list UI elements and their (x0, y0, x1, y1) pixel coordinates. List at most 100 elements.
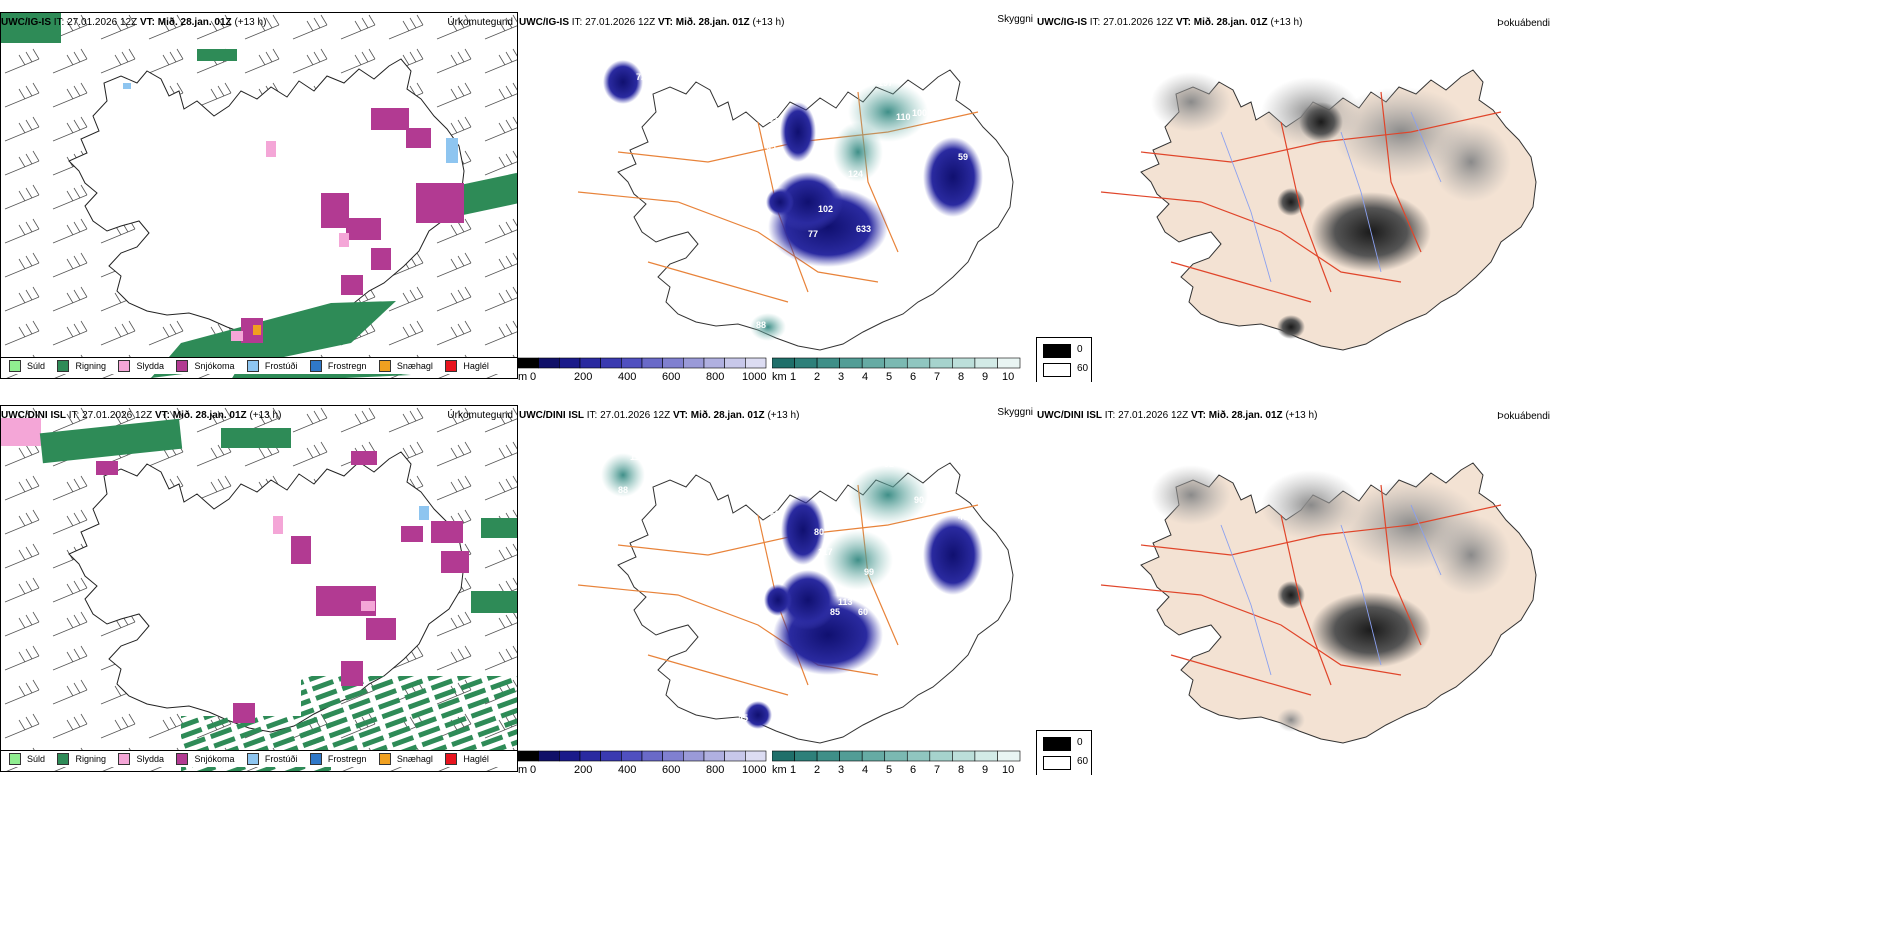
svg-text:88: 88 (756, 320, 766, 330)
colorbar-segment (662, 357, 684, 369)
header-row-1-vis: UWC/IG-IS IT: 27.01.2026 12Z VT: Mið. 28… (519, 17, 785, 28)
svg-text:85: 85 (830, 607, 840, 617)
colorbar-segment (724, 750, 746, 762)
svg-text:68: 68 (750, 212, 760, 222)
colorbar-segment (997, 357, 1021, 369)
svg-text:110: 110 (896, 112, 911, 122)
legend-item: Slydda (118, 751, 164, 767)
svg-text:43: 43 (958, 512, 968, 522)
colorbar-segment (518, 357, 539, 369)
precip-legend-1: Súld Rigning Slydda Snjókoma Frostúði Fr… (1, 357, 517, 374)
colorbar-segment (929, 750, 953, 762)
precip-title-1: Úrkomutegund (447, 17, 513, 28)
colorbar-segment (794, 750, 818, 762)
legend-item: Súld (9, 358, 45, 374)
colorbar-segment (559, 357, 581, 369)
colorbar-segment (839, 750, 863, 762)
colorbar-segment (929, 357, 953, 369)
colorbar-segment (703, 357, 725, 369)
legend-item: Súld (9, 751, 45, 767)
svg-text:71: 71 (748, 597, 758, 607)
svg-text:65: 65 (768, 114, 778, 124)
colorbar-segment (600, 357, 622, 369)
colorbar-segment (683, 750, 705, 762)
fog-title-2: Þokuábendi (1497, 411, 1550, 422)
svg-text:90: 90 (914, 495, 924, 505)
svg-text:45: 45 (738, 713, 748, 723)
svg-text:113: 113 (838, 597, 853, 607)
colorbar-m-2: m 0 200 400 600 800 1000 (518, 750, 768, 775)
vis-map-1: 72 65 92 197 110 100 59 124 102 68 77 63… (577, 60, 1014, 351)
colorbar-segment (974, 750, 998, 762)
colorbar-segment (997, 750, 1021, 762)
colorbar-segment (816, 357, 840, 369)
colorbar-segment (884, 750, 908, 762)
colorbar-km-1: km 1 2 3 4 5 6 7 8 9 10 (771, 357, 1022, 382)
legend-item: Snæhagl (378, 358, 433, 374)
precip-map-1 (1, 13, 517, 378)
colorbar-segment (974, 357, 998, 369)
colorbar-segment (600, 750, 622, 762)
colorbar-segment (861, 750, 886, 762)
svg-text:72: 72 (636, 72, 646, 82)
legend-item: Frostregn (309, 751, 366, 767)
svg-text:99: 99 (864, 567, 874, 577)
svg-text:197: 197 (878, 78, 893, 88)
legend-item: Haglél (445, 358, 489, 374)
header-row-2-fog: UWC/DINI ISL IT: 27.01.2026 12Z VT: Mið.… (1037, 410, 1318, 421)
legend-item: Snjókoma (176, 751, 234, 767)
svg-text:88: 88 (618, 485, 628, 495)
colorbar-segment (703, 750, 725, 762)
colorbar-segment (952, 750, 976, 762)
colorbar-segment (745, 357, 767, 369)
svg-text:60: 60 (858, 607, 868, 617)
svg-text:112: 112 (630, 452, 645, 462)
colorbar-segment (579, 357, 601, 369)
vis-title-1: Skyggni (997, 14, 1033, 25)
svg-text:60: 60 (848, 470, 858, 480)
precip-panel-2: Úrkomutegund Súld Rigning Slydda Snjókom… (0, 405, 518, 772)
colorbar-segment (771, 357, 795, 369)
svg-text:633: 633 (856, 224, 871, 234)
legend-item: Haglél (445, 751, 489, 767)
colorbar-segment (538, 750, 560, 762)
colorbar-segment (861, 357, 886, 369)
colorbar-m-1: m 0 200 400 600 800 1000 (518, 357, 768, 382)
vis-panel-1: 72 65 92 197 110 100 59 124 102 68 77 63… (518, 12, 1033, 382)
colorbar-segment (816, 750, 840, 762)
legend-item: Snjókoma (176, 358, 234, 374)
colorbar-segment (538, 357, 560, 369)
fog-map-1 (1100, 69, 1537, 351)
colorbar-segment (518, 750, 539, 762)
fog-panel-1: Þokuábendi 0 60 (1036, 12, 1556, 382)
legend-item: Slydda (118, 358, 164, 374)
svg-text:59: 59 (958, 152, 968, 162)
header-row-2: UWC/DINI ISL IT: 27.01.2026 12Z VT: Mið.… (1, 410, 282, 421)
svg-text:100: 100 (912, 108, 927, 118)
svg-text:92: 92 (884, 459, 894, 469)
colorbar-segment (906, 357, 931, 369)
colorbar-segment (794, 357, 818, 369)
vis-panel-2: 112 88 60 92 69 80 117 90 43 99 113 71 8… (518, 405, 1033, 775)
svg-text:31: 31 (868, 663, 878, 673)
colorbar-segment (662, 750, 684, 762)
precip-map-2 (1, 406, 517, 771)
colorbar-segment (683, 357, 705, 369)
svg-text:42: 42 (848, 282, 858, 292)
svg-text:65: 65 (876, 258, 886, 268)
fog-title-1: Þokuábendi (1497, 18, 1550, 29)
vis-title-2: Skyggni (997, 407, 1033, 418)
svg-text:92: 92 (766, 144, 776, 154)
precip-legend-2: Súld Rigning Slydda Snjókoma Frostúði Fr… (1, 750, 517, 767)
svg-text:117: 117 (818, 547, 833, 557)
header-row-2-vis: UWC/DINI ISL IT: 27.01.2026 12Z VT: Mið.… (519, 410, 800, 421)
precip-panel-1: Úrkomutegund Súld Rigning Slydda Snjókom… (0, 12, 518, 379)
svg-text:124: 124 (848, 169, 863, 179)
colorbar-segment (906, 750, 931, 762)
vis-map-2: 112 88 60 92 69 80 117 90 43 99 113 71 8… (577, 452, 1014, 744)
header-row-1: UWC/IG-IS IT: 27.01.2026 12Z VT: Mið. 28… (1, 17, 267, 28)
legend-item: Frostúði (246, 751, 297, 767)
legend-item: Rigning (57, 358, 106, 374)
precip-title-2: Úrkomutegund (447, 410, 513, 421)
header-row-1-fog: UWC/IG-IS IT: 27.01.2026 12Z VT: Mið. 28… (1037, 17, 1303, 28)
